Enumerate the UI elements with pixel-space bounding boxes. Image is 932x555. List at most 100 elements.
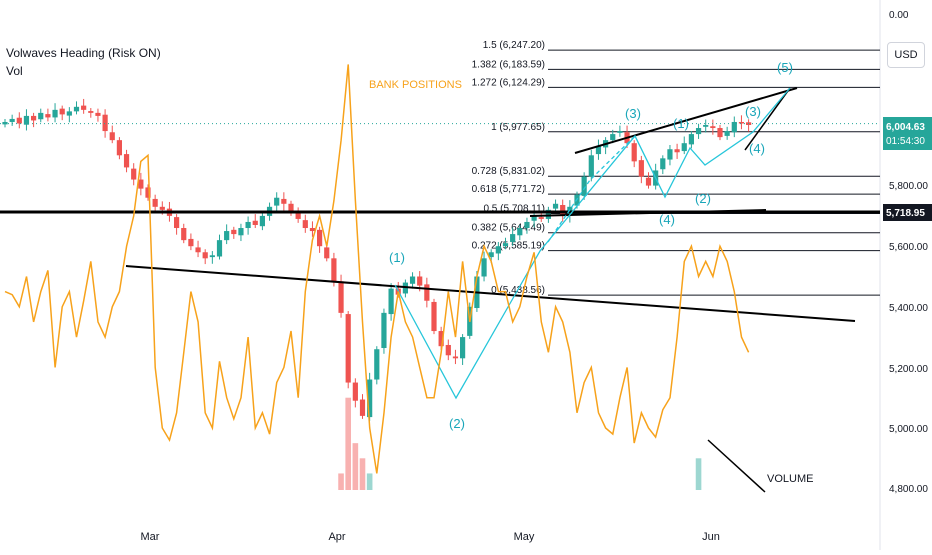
candle-body: [59, 108, 65, 115]
fib-level-label: 1.5 (6,247.20): [483, 40, 545, 51]
candle-body: [667, 149, 673, 160]
candle-body: [552, 203, 559, 209]
candle-body: [703, 125, 709, 127]
candle-body: [724, 131, 730, 136]
candle-body: [588, 155, 594, 177]
fib-level-label: 1.382 (6,183.59): [472, 59, 545, 70]
candle-body: [338, 281, 344, 313]
y-tick-label: 5,600.00: [889, 242, 928, 253]
wave-label: (1): [673, 116, 689, 131]
candle-body: [645, 177, 652, 186]
wave-label: (1): [389, 250, 405, 265]
candle-body: [109, 132, 115, 141]
y-tick-label: 5,400.00: [889, 303, 928, 314]
countdown-timer: 01:54:30: [886, 136, 925, 147]
fib-level-label: 0.382 (5,644.49): [472, 223, 545, 234]
candle-body: [16, 117, 22, 124]
x-tick-label: Jun: [702, 531, 720, 543]
wave-label: (4): [659, 212, 675, 227]
candle-body: [274, 197, 280, 206]
candle-body: [481, 258, 487, 277]
fib-level-label: 0.5 (5,708.11): [483, 203, 545, 214]
volume-bar: [366, 473, 373, 490]
candle-body: [695, 128, 702, 135]
wave-label: (3): [625, 106, 641, 121]
candle-body: [181, 228, 187, 241]
volume-bar: [352, 443, 359, 490]
candle-body: [381, 312, 387, 349]
indicator-title: Volwaves Heading (Risk ON): [6, 46, 161, 60]
candle-body: [73, 106, 80, 112]
current-price-value: 6,004.63: [886, 122, 925, 133]
candle-body: [138, 179, 144, 189]
support-price-tag: [883, 204, 932, 221]
candle-body: [731, 121, 737, 133]
wave-label: (5): [777, 60, 793, 75]
candle-body: [660, 158, 666, 170]
candle-body: [710, 126, 716, 129]
trend-line-lower: [125, 265, 856, 322]
candle-body: [23, 115, 30, 125]
candle-body: [595, 146, 602, 155]
candle-body: [374, 349, 380, 380]
candle-body: [502, 243, 509, 247]
support-price-value: 5,718.95: [886, 208, 925, 219]
candle-body: [152, 198, 158, 207]
candle-body: [38, 112, 44, 120]
volume-bars: [338, 397, 702, 490]
candle-body: [510, 234, 516, 242]
candle-body: [288, 203, 294, 213]
fib-level-label: 0.728 (5,831.02): [472, 166, 545, 177]
candle-body: [195, 247, 201, 253]
candle-body: [331, 258, 337, 283]
elliott-wave-path: [394, 87, 791, 400]
fib-level-label: 0.618 (5,771.72): [472, 184, 545, 195]
currency-button[interactable]: USD: [887, 42, 925, 68]
fib-level-label: 1.272 (6,124.29): [472, 77, 545, 88]
wave-dashed-segment: [547, 135, 636, 243]
y-tick-label: 0.00: [889, 10, 909, 21]
candle-body: [359, 399, 366, 416]
candle-body: [367, 379, 373, 418]
bank-positions-line: [4, 64, 750, 474]
candle-body: [738, 121, 745, 124]
candle-body: [638, 160, 644, 177]
candle-body: [2, 121, 8, 125]
x-tick-label: Apr: [328, 531, 345, 543]
candle-body: [317, 229, 323, 247]
candle-body: [95, 112, 101, 116]
candle-body: [302, 220, 308, 229]
candle-body: [438, 331, 444, 347]
volume-bar: [695, 458, 702, 490]
candle-body: [445, 344, 451, 356]
axes: Mar Apr May Jun 0.00 5,800.00 5,600.00 5,400.00…: [141, 10, 932, 543]
candle-body: [560, 204, 566, 216]
candle-body: [131, 168, 137, 180]
x-tick-label: Mar: [141, 531, 160, 543]
fib-level-label: 0.272 (5,585.19): [472, 241, 545, 252]
candle-body: [631, 143, 637, 162]
wave-5-projection: [744, 87, 791, 151]
candle-body: [688, 134, 694, 145]
candle-body: [524, 221, 530, 229]
candle-body: [581, 176, 587, 196]
volume-bar: [359, 458, 366, 490]
candle-body: [31, 115, 37, 121]
candle-body: [238, 228, 244, 236]
candle-body: [66, 111, 72, 116]
candle-body: [81, 105, 87, 110]
candle-body: [281, 198, 287, 204]
x-tick-label: May: [514, 531, 535, 543]
candle-body: [452, 356, 459, 359]
fib-level-label: 1 (5,977.65): [491, 122, 545, 133]
candle-body: [460, 337, 466, 359]
bank-positions-series: [4, 64, 750, 474]
wave-label: (4): [749, 141, 765, 156]
candle-body: [409, 276, 416, 284]
candle-body: [174, 217, 180, 229]
trendlines: [0, 87, 880, 493]
y-tick-label: 5,000.00: [889, 424, 928, 435]
